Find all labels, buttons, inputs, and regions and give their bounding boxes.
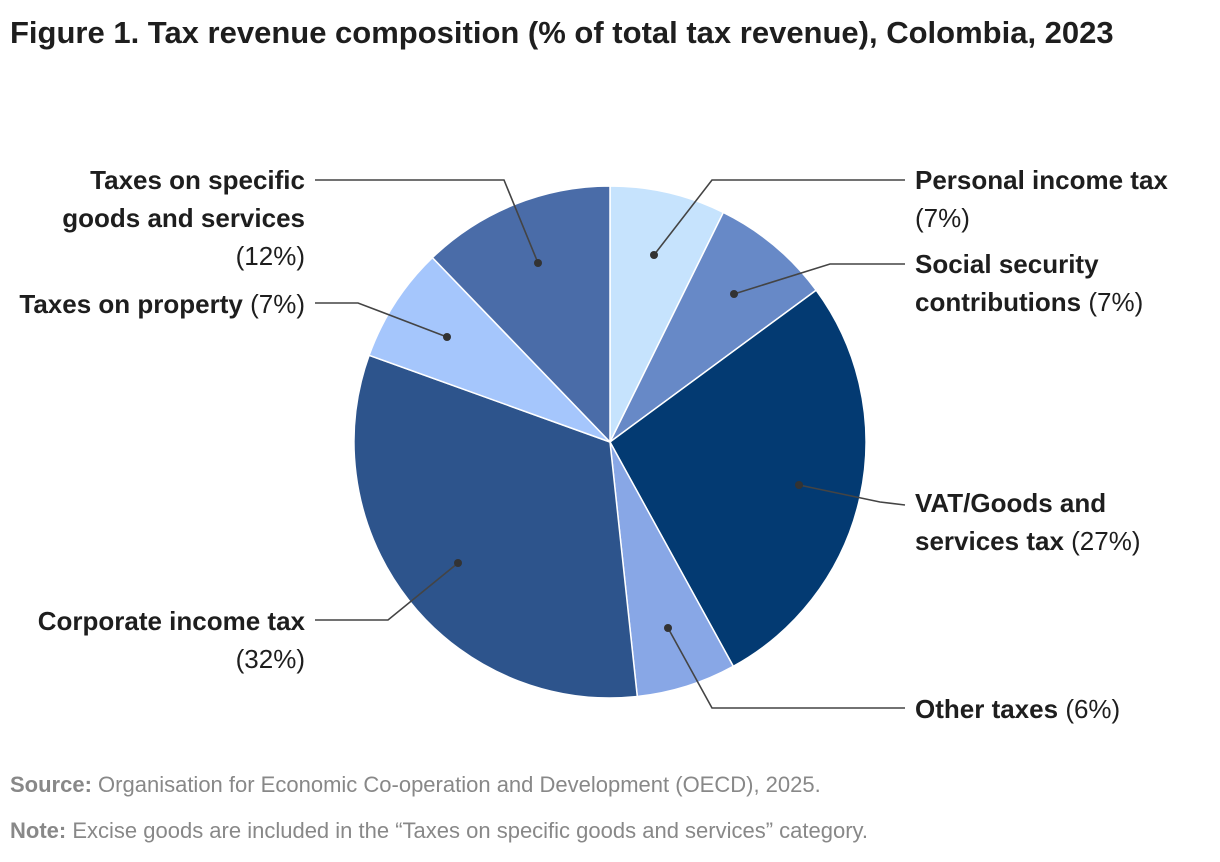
leader-dot bbox=[454, 559, 462, 567]
label-pct: (7%) bbox=[250, 289, 305, 319]
label-pct: (7%) bbox=[1088, 287, 1144, 317]
leader-dot bbox=[664, 624, 672, 632]
leader-line bbox=[653, 179, 905, 256]
label-corporate-income-tax: Corporate income tax (32%) bbox=[35, 602, 305, 678]
label-other-taxes: Other taxes (6%) bbox=[915, 690, 1215, 728]
leader-line bbox=[315, 179, 539, 264]
label-vat: VAT/Goods and services tax (27%) bbox=[915, 484, 1195, 560]
label-name: Taxes on specific goods and services bbox=[62, 165, 305, 233]
label-name: Other taxes bbox=[915, 694, 1059, 724]
pie-slice-taxes-on-property bbox=[368, 256, 611, 443]
label-personal-income-tax: Personal income tax (7%) bbox=[915, 161, 1215, 237]
label-pct: (6%) bbox=[1065, 694, 1121, 724]
label-taxes-on-property: Taxes on property (7%) bbox=[5, 285, 305, 323]
leader-dot bbox=[795, 481, 803, 489]
label-taxes-on-specific-goods: Taxes on specific goods and services (12… bbox=[20, 161, 305, 275]
source-text: Organisation for Economic Co-operation a… bbox=[98, 772, 821, 797]
label-name: VAT/Goods and services tax bbox=[915, 488, 1107, 556]
source-label: Source: bbox=[10, 772, 92, 797]
label-name: Corporate income tax bbox=[37, 606, 305, 636]
label-name: Taxes on property bbox=[19, 289, 243, 319]
leader-line bbox=[667, 627, 905, 709]
leader-dot bbox=[443, 333, 451, 341]
label-social-security: Social security contributions (7%) bbox=[915, 245, 1195, 321]
source-note: Source: Organisation for Economic Co-ope… bbox=[10, 772, 821, 798]
label-pct: (12%) bbox=[235, 241, 305, 271]
pie-slice-social-security-contributions bbox=[609, 211, 818, 443]
footnote: Note: Excise goods are included in the “… bbox=[10, 818, 868, 844]
leader-dot bbox=[650, 251, 658, 259]
note-text: Excise goods are included in the “Taxes … bbox=[72, 818, 869, 843]
label-name: Personal income tax bbox=[915, 165, 1168, 195]
label-name: Social security contributions bbox=[915, 249, 1099, 317]
label-pct: (7%) bbox=[915, 203, 970, 233]
pie-slice-personal-income-tax bbox=[609, 185, 725, 443]
leader-line bbox=[798, 484, 906, 506]
pie-slice-corporate-income-tax bbox=[353, 354, 639, 699]
leader-line bbox=[733, 263, 905, 295]
leader-dot bbox=[730, 290, 738, 298]
leader-line bbox=[315, 562, 459, 621]
label-pct: (27%) bbox=[1071, 526, 1141, 556]
chart-title: Figure 1. Tax revenue composition (% of … bbox=[10, 15, 1114, 50]
label-pct: (32%) bbox=[235, 644, 305, 674]
note-label: Note: bbox=[10, 818, 67, 843]
leader-line bbox=[315, 302, 448, 338]
leader-dot bbox=[534, 259, 542, 267]
